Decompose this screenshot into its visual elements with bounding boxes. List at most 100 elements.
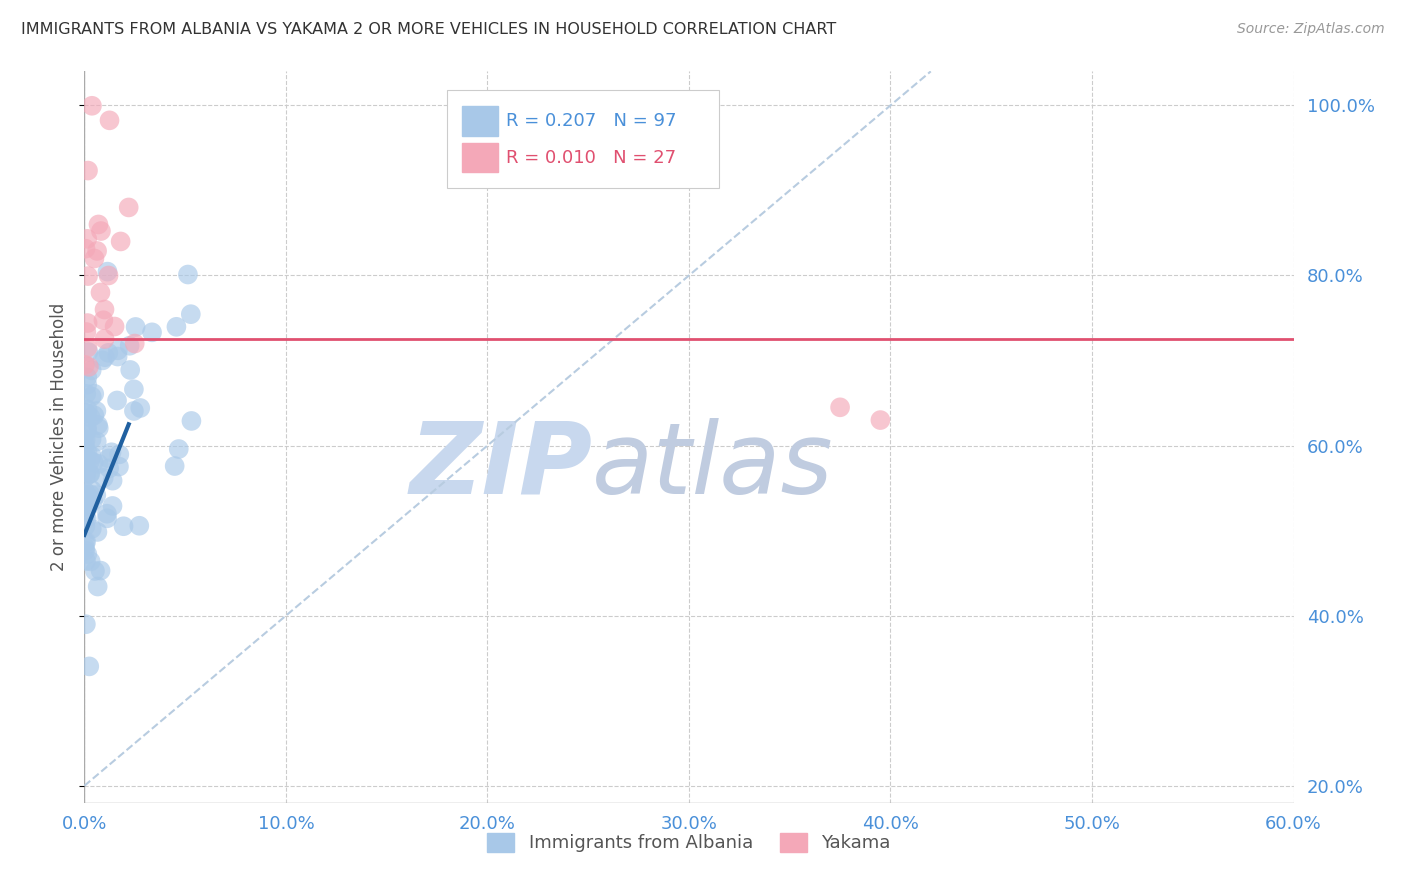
Point: [101, 474, 124, 488]
Point: [97, 346, 120, 360]
Point: [93, 302, 115, 317]
Point: [80, 363, 103, 377]
Point: [93, 471, 115, 485]
Point: [165, 319, 187, 334]
Point: [177, 268, 200, 282]
Point: [73, 427, 96, 442]
Point: [75, 242, 97, 256]
Point: [79, 453, 101, 467]
Text: Source: ZipAtlas.com: Source: ZipAtlas.com: [1237, 22, 1385, 37]
Point: [75, 554, 97, 568]
Point: [90, 224, 112, 238]
Point: [107, 343, 129, 358]
Point: [79, 487, 101, 501]
Point: [80, 99, 103, 113]
Point: [129, 401, 152, 415]
Point: [73, 358, 96, 372]
Point: [869, 413, 891, 427]
Point: [73, 498, 96, 512]
Point: [75, 325, 97, 339]
Point: [80, 389, 103, 403]
Point: [100, 445, 122, 459]
Point: [77, 163, 100, 178]
Point: [80, 522, 103, 536]
Point: [122, 404, 145, 418]
Point: [128, 518, 150, 533]
Point: [120, 363, 142, 377]
FancyBboxPatch shape: [461, 143, 498, 172]
Point: [76, 547, 98, 561]
Point: [77, 345, 100, 359]
Point: [84, 564, 107, 578]
Point: [75, 534, 97, 549]
Point: [79, 467, 101, 481]
Point: [124, 320, 146, 334]
Point: [75, 387, 97, 401]
Point: [80, 483, 103, 497]
Point: [75, 452, 97, 467]
Point: [107, 350, 129, 364]
Point: [90, 564, 112, 578]
Point: [108, 459, 131, 474]
Point: [75, 465, 97, 479]
Point: [77, 359, 100, 374]
Point: [830, 401, 852, 415]
Point: [75, 543, 97, 558]
Point: [141, 326, 163, 340]
Point: [86, 524, 108, 539]
Point: [122, 382, 145, 396]
Point: [83, 252, 105, 266]
Point: [98, 113, 121, 128]
Point: [82, 493, 104, 508]
Legend: Immigrants from Albania, Yakama: Immigrants from Albania, Yakama: [479, 826, 898, 860]
Point: [98, 461, 121, 475]
Point: [96, 507, 118, 521]
Point: [77, 495, 100, 509]
Point: [76, 423, 98, 437]
Point: [180, 414, 202, 428]
Point: [73, 510, 96, 524]
Point: [83, 386, 105, 401]
Point: [76, 370, 98, 384]
Point: [76, 445, 98, 459]
Text: R = 0.207   N = 97: R = 0.207 N = 97: [506, 112, 676, 130]
Text: R = 0.010   N = 27: R = 0.010 N = 27: [506, 149, 676, 167]
Point: [108, 447, 131, 461]
Point: [76, 316, 98, 330]
Y-axis label: 2 or more Vehicles in Household: 2 or more Vehicles in Household: [51, 303, 69, 571]
Point: [80, 432, 103, 446]
Point: [86, 404, 108, 418]
Point: [86, 244, 108, 258]
Point: [77, 490, 100, 504]
Point: [73, 487, 96, 501]
Point: [76, 232, 98, 246]
Point: [80, 449, 103, 463]
Point: [167, 442, 190, 456]
Point: [76, 511, 98, 525]
Point: [112, 519, 135, 533]
Point: [76, 421, 98, 435]
Point: [96, 265, 118, 279]
Point: [73, 437, 96, 451]
Point: [180, 307, 202, 321]
Point: [77, 659, 100, 673]
Point: [89, 285, 111, 300]
Point: [75, 406, 97, 420]
FancyBboxPatch shape: [447, 90, 720, 188]
Point: [97, 268, 120, 283]
Point: [77, 490, 100, 504]
Point: [118, 339, 141, 353]
Point: [75, 617, 97, 632]
Point: [101, 499, 124, 513]
Point: [76, 341, 98, 355]
Point: [91, 353, 114, 368]
Point: [76, 402, 98, 417]
Point: [76, 377, 98, 392]
Point: [83, 409, 105, 423]
Point: [77, 499, 100, 513]
Point: [75, 535, 97, 549]
Point: [75, 433, 97, 447]
Point: [73, 540, 96, 554]
Point: [73, 484, 96, 499]
Point: [163, 458, 186, 473]
